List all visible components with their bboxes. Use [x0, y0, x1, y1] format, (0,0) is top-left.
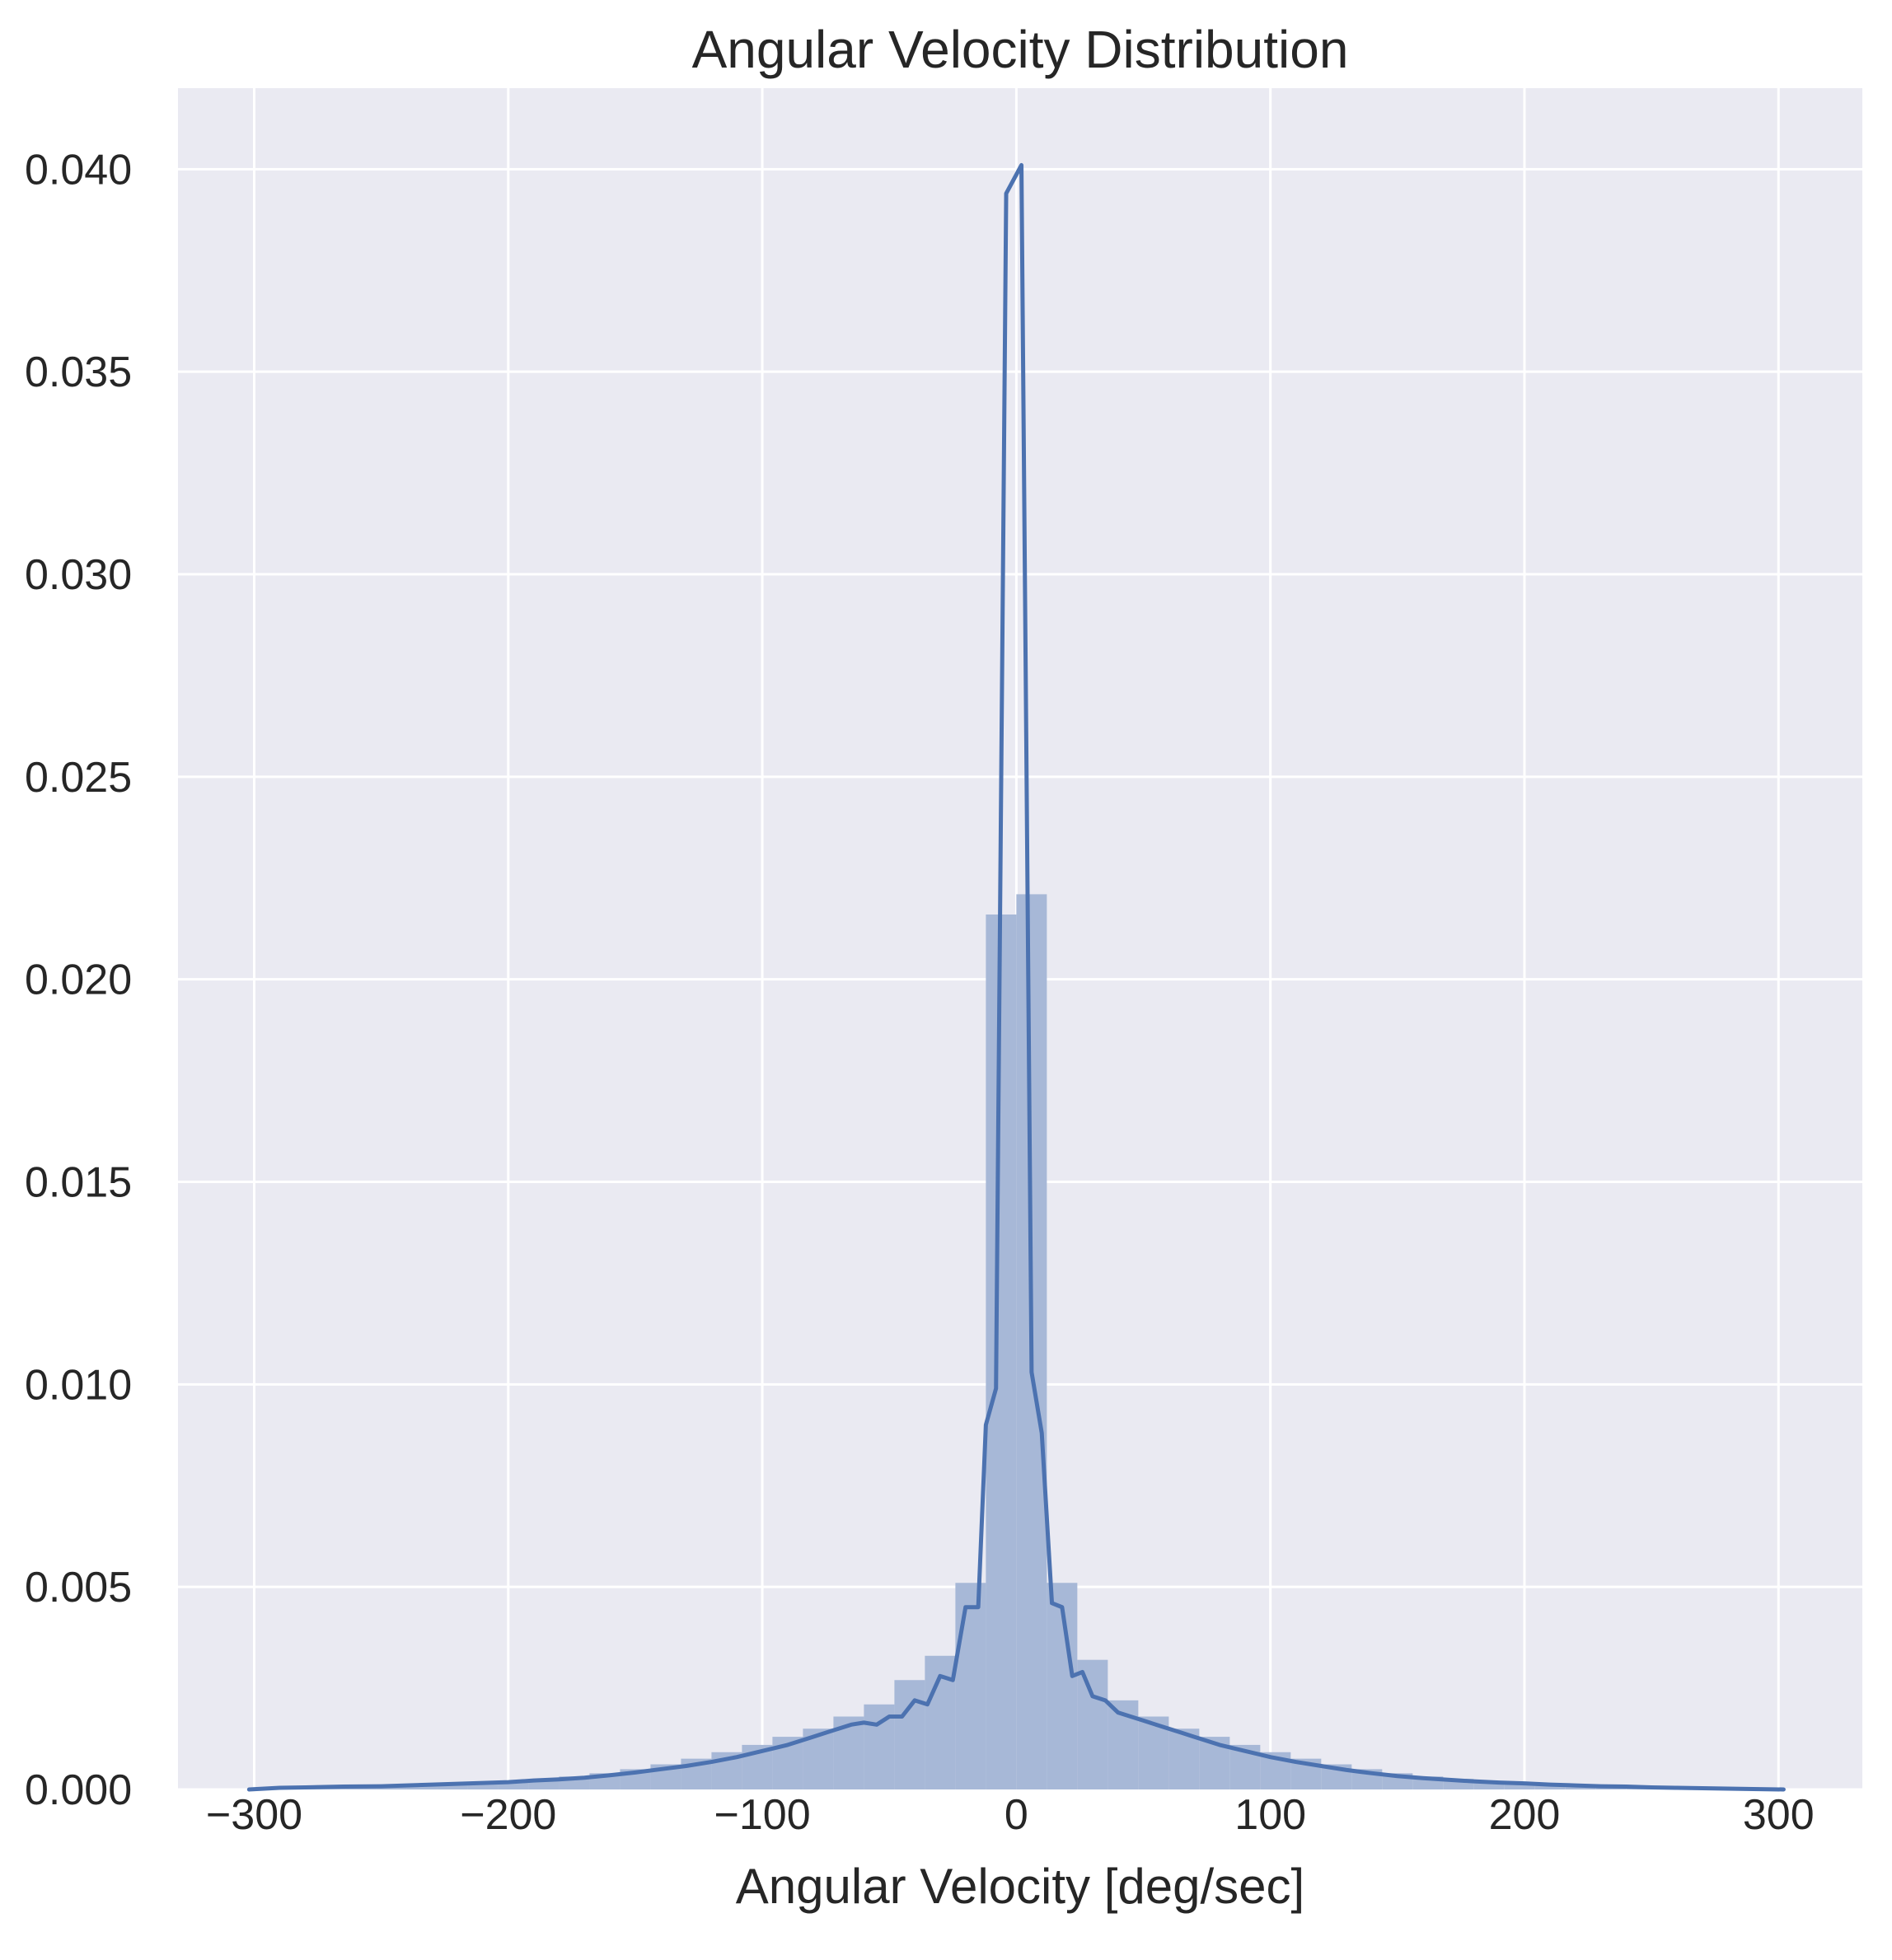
- y-tick-label: 0.010: [25, 1361, 132, 1409]
- histogram-bar: [1534, 1784, 1566, 1789]
- x-axis-label: Angular Velocity [deg/sec]: [736, 1859, 1304, 1914]
- kde-line: [246, 162, 1786, 1792]
- histogram-bar: [467, 1782, 499, 1789]
- y-tick-label: 0.025: [25, 754, 132, 802]
- x-tick-label: 100: [1234, 1791, 1306, 1839]
- y-tick-label: 0.040: [25, 146, 132, 194]
- histogram-bar: [1473, 1780, 1505, 1789]
- y-tick-label: 0.030: [25, 551, 132, 599]
- x-tick-label: −100: [714, 1791, 811, 1839]
- x-tick-label: 0: [1005, 1791, 1028, 1839]
- x-tick-label: 300: [1743, 1791, 1815, 1839]
- y-tick-label: 0.000: [25, 1766, 132, 1814]
- chart-title: Angular Velocity Distribution: [692, 20, 1349, 79]
- x-tick-label: −300: [206, 1791, 302, 1839]
- x-tick-labels: −300 −200 −100 0 100 200 300: [206, 1791, 1815, 1839]
- y-tick-label: 0.005: [25, 1564, 132, 1612]
- y-tick-labels: 0.000 0.005 0.010 0.015 0.020 0.025 0.030 0.035…: [25, 146, 132, 1814]
- histogram-bar: [955, 1583, 986, 1789]
- histogram-bar: [1077, 1659, 1108, 1789]
- histogram-bar: [437, 1784, 468, 1789]
- histogram-bar: [406, 1785, 438, 1789]
- histogram-bar: [498, 1780, 529, 1789]
- x-tick-label: −200: [460, 1791, 556, 1839]
- y-tick-label: 0.020: [25, 957, 132, 1004]
- y-tick-label: 0.015: [25, 1159, 132, 1207]
- histogram-bar: [986, 915, 1017, 1789]
- y-tick-label: 0.035: [25, 348, 132, 396]
- histogram-bar: [894, 1680, 925, 1789]
- kde-line-layer: [246, 162, 1786, 1792]
- histogram-bar: [1504, 1782, 1535, 1789]
- x-tick-label: 200: [1489, 1791, 1561, 1839]
